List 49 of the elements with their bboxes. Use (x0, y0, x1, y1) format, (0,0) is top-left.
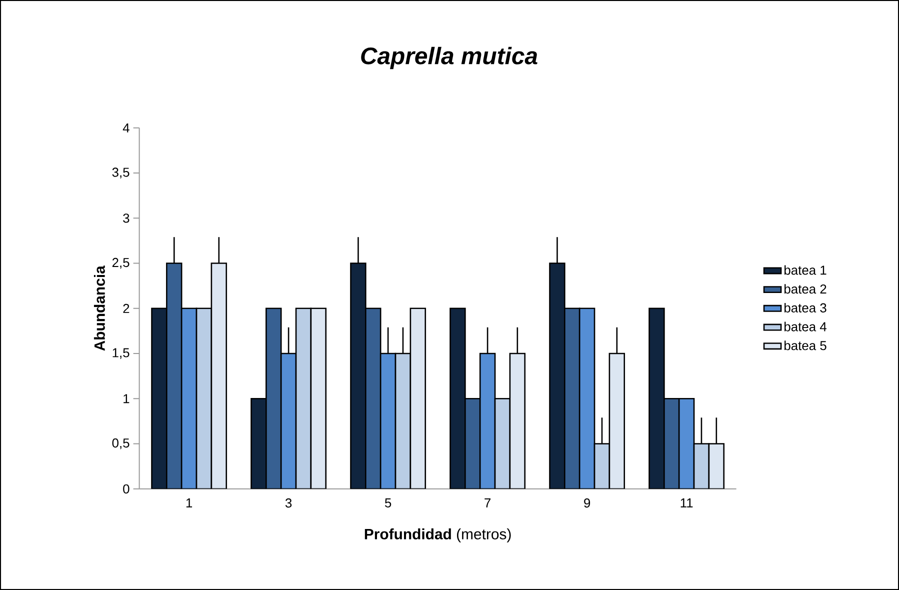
bar (180, 308, 198, 489)
legend-label: batea 2 (784, 284, 826, 294)
bar (509, 352, 526, 489)
bar (479, 352, 496, 489)
bar (494, 398, 511, 489)
y-axis-title: Abundancia (94, 266, 105, 351)
bar (350, 262, 366, 489)
bar (151, 308, 168, 489)
legend-label: batea 1 (784, 265, 826, 275)
bar (648, 308, 665, 489)
y-tick-label: 3,5 (112, 168, 130, 178)
bar (410, 308, 426, 489)
legend-label: batea 4 (784, 322, 826, 332)
x-tick-label: 5 (384, 498, 392, 508)
bar (564, 308, 580, 489)
bar (266, 308, 282, 489)
bar (450, 308, 466, 489)
bar (295, 308, 312, 489)
y-tick-label: 3 (123, 214, 130, 223)
bar (608, 352, 626, 489)
y-tick-label: 0 (123, 484, 130, 494)
x-axis-title: Profundidad (metros) (364, 528, 511, 542)
bar (678, 398, 695, 489)
bar (693, 443, 710, 489)
bar (380, 352, 396, 489)
y-tick-label: 2 (123, 304, 130, 313)
chart-title: Caprella mutica (361, 46, 538, 70)
y-tick-label: 1,5 (112, 348, 130, 359)
bar (166, 262, 182, 489)
x-tick-label: 1 (186, 498, 192, 508)
x-tick-label: 7 (484, 498, 490, 508)
y-tick-label: 0,5 (112, 438, 130, 450)
bar (578, 308, 596, 489)
y-tick-label: 2,5 (112, 258, 130, 269)
legend-label: batea 5 (784, 340, 826, 350)
bar (210, 262, 228, 489)
bar (365, 308, 382, 489)
bar (594, 443, 610, 489)
bar (549, 262, 566, 489)
x-tick-label: 9 (584, 498, 590, 508)
legend-label: batea 3 (784, 302, 826, 312)
x-tick-label: 3 (285, 498, 292, 508)
bar (280, 352, 297, 489)
bar (310, 308, 327, 489)
bar (196, 308, 212, 489)
y-tick-label: 1 (124, 394, 130, 404)
x-tick-label: 11 (680, 498, 693, 508)
bar (394, 352, 412, 489)
y-tick-label: 4 (122, 123, 130, 132)
